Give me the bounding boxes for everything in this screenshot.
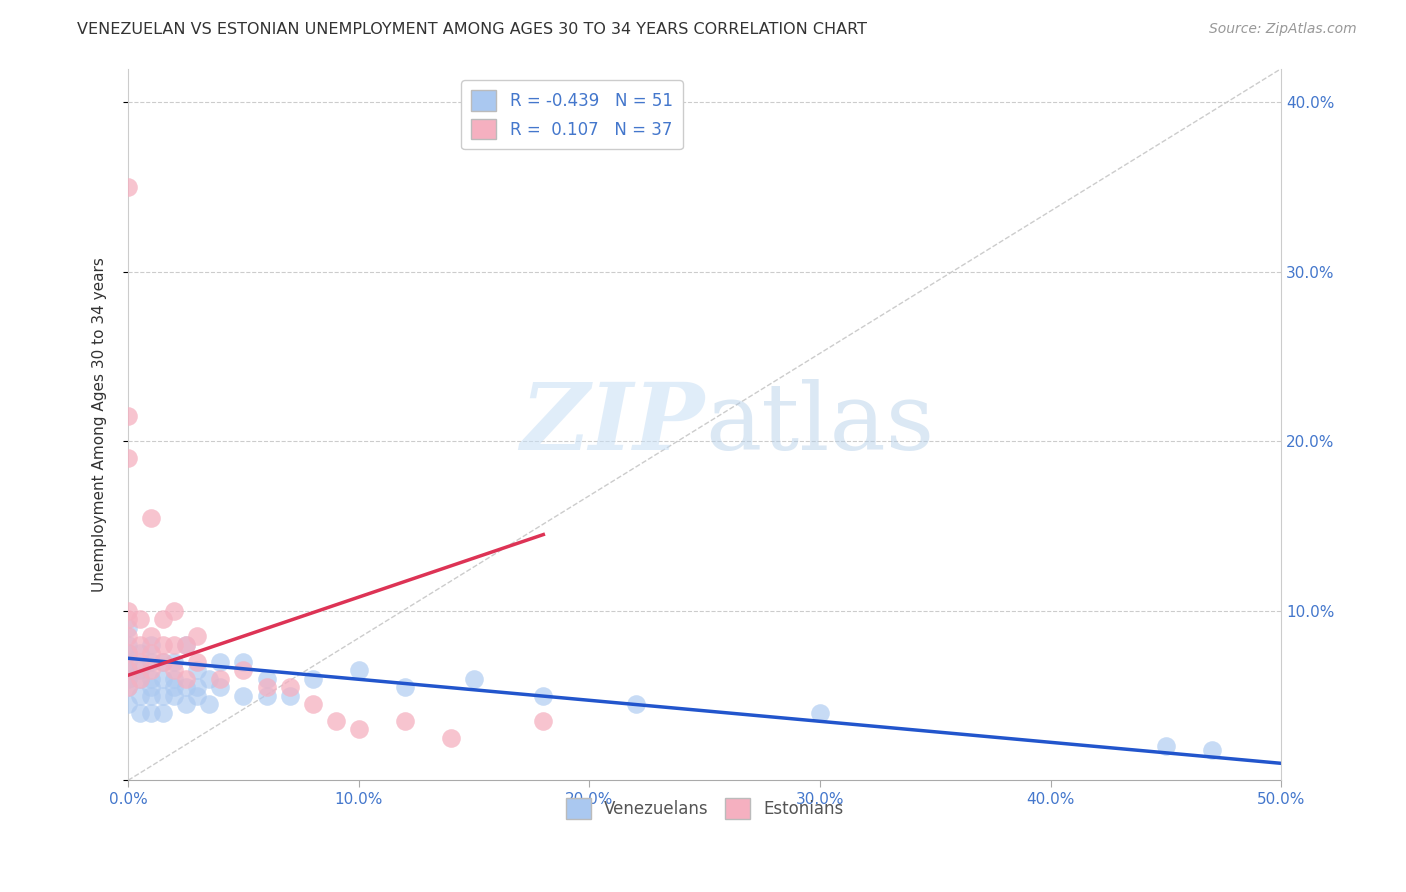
Point [117, 663, 139, 677]
Text: VENEZUELAN VS ESTONIAN UNEMPLOYMENT AMONG AGES 30 TO 34 YEARS CORRELATION CHART: VENEZUELAN VS ESTONIAN UNEMPLOYMENT AMON… [77, 22, 868, 37]
Point [117, 612, 139, 626]
Point [152, 655, 174, 669]
Point [117, 680, 139, 694]
Point [174, 638, 197, 652]
Point [163, 689, 186, 703]
Point [174, 697, 197, 711]
Point [347, 723, 370, 737]
Point [232, 689, 254, 703]
Point [186, 655, 208, 669]
Point [163, 663, 186, 677]
Point [301, 697, 323, 711]
Point [141, 646, 163, 660]
Point [198, 672, 221, 686]
Point [256, 680, 278, 694]
Point [209, 680, 232, 694]
Point [278, 680, 301, 694]
Point [347, 663, 370, 677]
Point [209, 655, 232, 669]
Point [117, 646, 139, 660]
Point [141, 689, 163, 703]
Point [624, 697, 647, 711]
Point [141, 663, 163, 677]
Point [152, 706, 174, 720]
Point [117, 604, 139, 618]
Point [117, 451, 139, 466]
Text: ZIP: ZIP [520, 379, 704, 469]
Text: atlas: atlas [704, 379, 934, 469]
Point [186, 680, 208, 694]
Point [232, 663, 254, 677]
Point [440, 731, 463, 745]
Point [174, 638, 197, 652]
Point [117, 409, 139, 423]
Point [163, 655, 186, 669]
Point [117, 697, 139, 711]
Point [128, 612, 150, 626]
Text: Source: ZipAtlas.com: Source: ZipAtlas.com [1209, 22, 1357, 37]
Point [128, 638, 150, 652]
Point [141, 655, 163, 669]
Point [163, 680, 186, 694]
Point [117, 672, 139, 686]
Point [152, 689, 174, 703]
Point [186, 663, 208, 677]
Point [141, 680, 163, 694]
Point [808, 706, 831, 720]
Point [128, 706, 150, 720]
Point [394, 714, 416, 728]
Point [186, 629, 208, 643]
Point [152, 638, 174, 652]
Point [117, 621, 139, 635]
Point [117, 680, 139, 694]
Point [301, 672, 323, 686]
Point [141, 638, 163, 652]
Point [1201, 743, 1223, 757]
Point [117, 180, 139, 194]
Point [117, 663, 139, 677]
Point [128, 663, 150, 677]
Point [174, 672, 197, 686]
Y-axis label: Unemployment Among Ages 30 to 34 years: Unemployment Among Ages 30 to 34 years [93, 257, 107, 592]
Point [141, 510, 163, 524]
Point [152, 612, 174, 626]
Legend: Venezuelans, Estonians: Venezuelans, Estonians [560, 792, 851, 825]
Point [232, 655, 254, 669]
Point [198, 697, 221, 711]
Point [209, 672, 232, 686]
Point [186, 689, 208, 703]
Point [531, 689, 554, 703]
Point [174, 680, 197, 694]
Point [531, 714, 554, 728]
Point [463, 672, 485, 686]
Point [152, 672, 174, 686]
Point [152, 655, 174, 669]
Point [141, 629, 163, 643]
Point [256, 689, 278, 703]
Point [394, 680, 416, 694]
Point [128, 655, 150, 669]
Point [117, 629, 139, 643]
Point [1154, 739, 1177, 754]
Point [128, 646, 150, 660]
Point [117, 655, 139, 669]
Point [163, 604, 186, 618]
Point [128, 689, 150, 703]
Point [325, 714, 347, 728]
Point [117, 646, 139, 660]
Point [128, 672, 150, 686]
Point [117, 638, 139, 652]
Point [141, 706, 163, 720]
Point [141, 672, 163, 686]
Point [128, 672, 150, 686]
Point [256, 672, 278, 686]
Point [163, 672, 186, 686]
Point [163, 638, 186, 652]
Point [278, 689, 301, 703]
